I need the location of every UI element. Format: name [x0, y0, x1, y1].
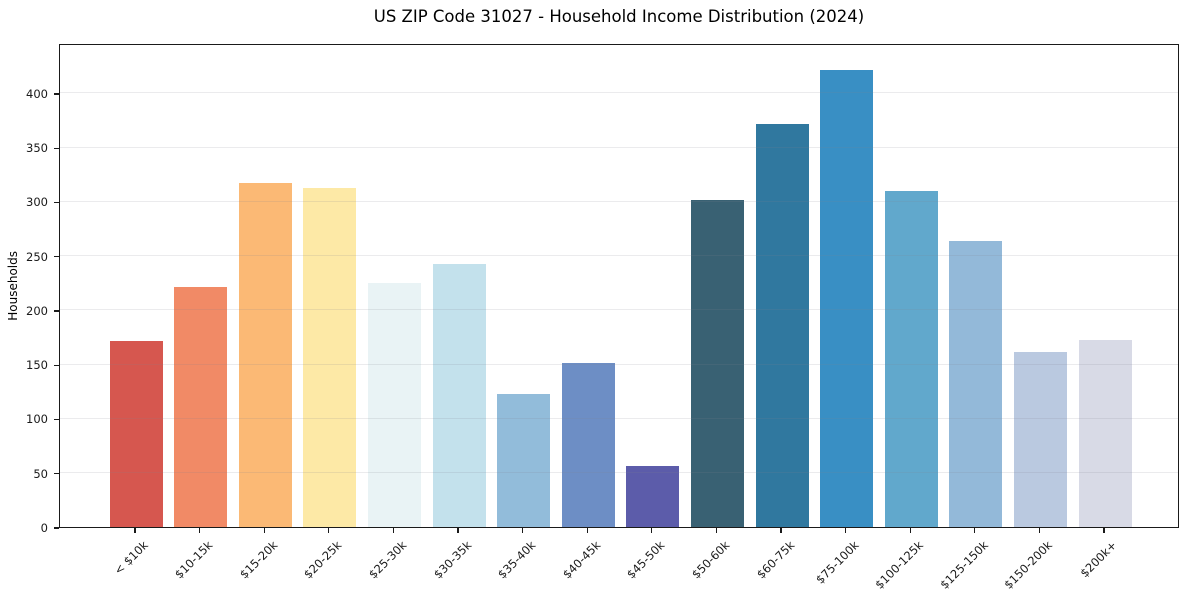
bar-15 [1013, 352, 1067, 527]
x-tick-label: $20-25k [301, 538, 345, 582]
x-tick-label: $15-20k [236, 538, 281, 582]
x-tick-label: $125-150k [936, 538, 991, 590]
x-tick-mark [780, 528, 782, 533]
y-tick-mark [54, 147, 59, 149]
x-tick-label: $60-75k [753, 538, 797, 582]
x-tick-label: $150-200k [1001, 538, 1056, 590]
bar-13 [884, 190, 938, 527]
y-tick-label: 0 [40, 521, 48, 535]
x-tick-mark [844, 528, 847, 533]
bar-1 [109, 341, 163, 527]
y-tick-label: 300 [26, 195, 48, 210]
y-tick-mark [54, 93, 59, 95]
gridline [60, 92, 1178, 94]
gridline [60, 255, 1178, 257]
x-tick-label: $35-40k [495, 538, 539, 582]
x-tick-mark [457, 528, 459, 533]
bar-7 [497, 393, 551, 527]
y-tick-label: 150 [26, 358, 48, 373]
gridline [60, 146, 1178, 148]
y-tick-label: 400 [26, 86, 48, 101]
x-tick-label: $100-125k [872, 538, 927, 590]
x-tick-label: $10-15k [172, 538, 216, 582]
y-tick-mark [54, 418, 59, 421]
y-tick-label: 100 [26, 412, 48, 427]
y-tick-label: 250 [26, 249, 48, 264]
y-tick-label: 200 [26, 303, 48, 318]
x-tick-mark [715, 528, 718, 533]
x-tick-label: $50-60k [688, 538, 733, 582]
x-tick-mark [651, 528, 653, 533]
x-tick-mark [134, 528, 136, 533]
y-axis-ticks: 0 50 100 150 200 250 300 350 400 [0, 44, 59, 535]
gridline [60, 472, 1178, 474]
gridline [60, 417, 1178, 419]
bar-5 [367, 282, 421, 527]
y-tick-label: 50 [33, 466, 48, 481]
x-tick-label: $75-100k [812, 538, 862, 587]
x-tick-mark [586, 528, 588, 533]
y-tick-mark [54, 310, 59, 312]
x-tick-label: $25-30k [365, 538, 410, 582]
bar-11 [755, 124, 809, 527]
gridlines-group [60, 45, 1178, 527]
bar-3 [238, 183, 292, 527]
chart-title: US ZIP Code 31027 - Household Income Dis… [373, 7, 865, 26]
x-tick-label: $30-35k [430, 538, 474, 582]
x-tick-mark [909, 528, 911, 533]
plot-area [59, 44, 1179, 528]
x-tick-mark [392, 528, 395, 533]
x-tick-mark [1103, 528, 1105, 533]
y-tick-label: 350 [26, 141, 48, 156]
bar-2 [174, 287, 228, 527]
bars-group [60, 45, 1178, 527]
gridline [60, 309, 1178, 311]
y-tick-mark [54, 256, 59, 258]
x-tick-label: $200k+ [1077, 538, 1120, 581]
x-tick-mark [521, 528, 524, 533]
bar-16 [1078, 340, 1132, 527]
y-tick-mark [54, 527, 59, 529]
x-tick-label: $45-50k [624, 538, 668, 582]
bar-9 [626, 466, 680, 527]
bar-4 [303, 188, 357, 527]
x-tick-mark [198, 528, 201, 533]
x-tick-mark [263, 528, 265, 533]
y-tick-mark [54, 201, 59, 204]
y-tick-mark [54, 364, 59, 366]
x-tick-mark [974, 528, 976, 533]
bar-12 [820, 70, 874, 527]
x-tick-label: < $10k [111, 538, 151, 578]
y-tick-mark [54, 473, 59, 475]
bar-14 [949, 240, 1003, 527]
bar-10 [690, 200, 744, 527]
bar-6 [432, 264, 486, 527]
x-axis-ticks: < $10k $10-15k $15-20k $20-25k $25-30k $30-35… [59, 528, 1179, 590]
x-tick-mark [328, 528, 330, 533]
gridline [60, 363, 1178, 365]
gridline [60, 200, 1178, 202]
x-tick-label: $40-45k [559, 538, 604, 582]
x-tick-mark [1038, 528, 1041, 533]
bar-8 [561, 363, 615, 527]
